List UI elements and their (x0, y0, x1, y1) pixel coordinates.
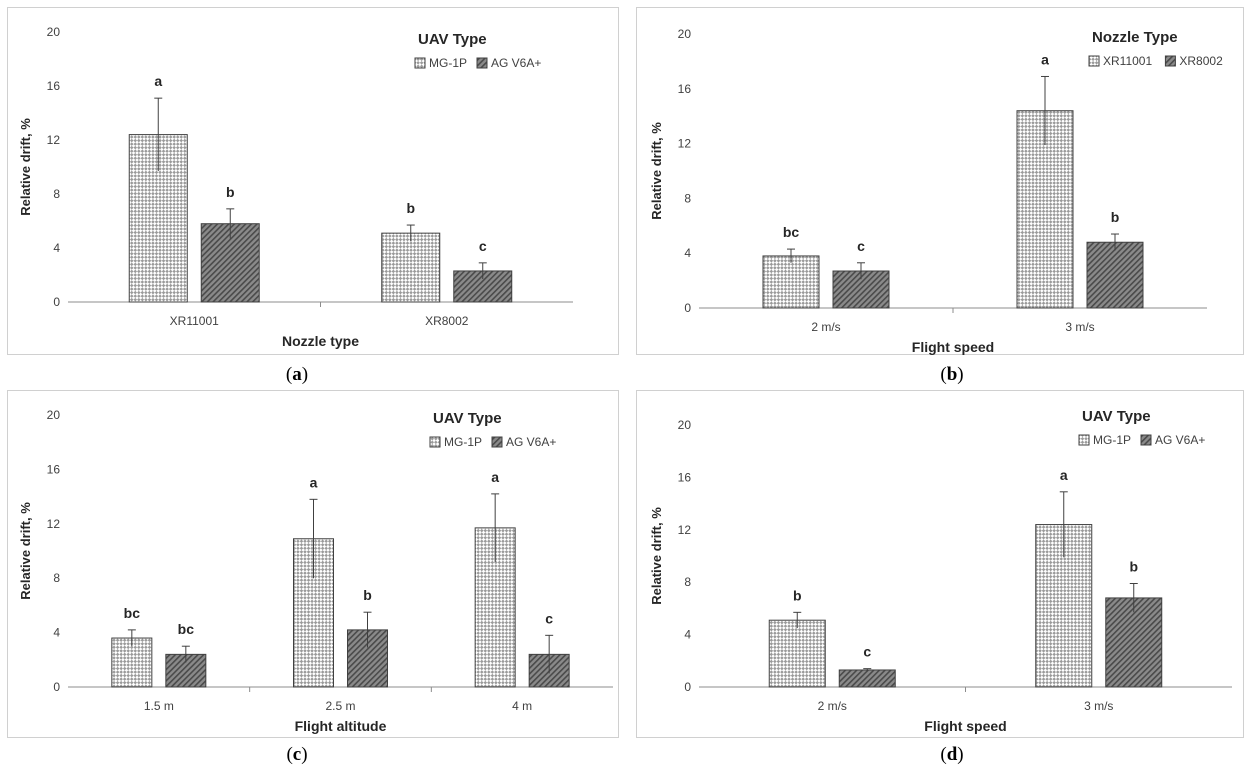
x-tick-label: 2.5 m (325, 699, 355, 713)
y-tick-label: 20 (678, 27, 692, 41)
legend-swatch (1140, 434, 1152, 446)
y-axis-title: Relative drift, % (18, 118, 33, 216)
y-tick-label: 0 (53, 295, 60, 309)
significance-letter: b (1129, 559, 1138, 575)
significance-letter: bc (178, 621, 195, 637)
bar-ag-v6a- (838, 669, 896, 688)
y-tick-label: 16 (47, 79, 61, 93)
chart-b: 0 4 8 12 16 20 Relative drift, % 2 m/s bc c 3 m/s a… (649, 27, 1223, 355)
y-tick-label: 0 (684, 680, 691, 694)
significance-letter: b (226, 184, 235, 200)
legend-label: MG-1P (1093, 433, 1131, 447)
bar-xr11001 (762, 255, 820, 309)
bar-ag-v6a- (1105, 597, 1163, 688)
significance-letter: a (154, 73, 162, 89)
y-tick-label: 12 (678, 523, 692, 537)
significance-letter: bc (124, 605, 141, 621)
y-axis-title: Relative drift, % (18, 502, 33, 600)
y-axis-title: Relative drift, % (649, 507, 664, 605)
x-axis-title: Nozzle type (282, 333, 359, 349)
bar-mg-1p (111, 637, 153, 688)
legend-title: UAV Type (433, 410, 502, 427)
legend-label: MG-1P (444, 435, 482, 449)
legend-label: MG-1P (429, 56, 467, 70)
legend-swatch (429, 436, 441, 448)
x-tick-label: XR8002 (425, 314, 469, 328)
x-tick-label: 2 m/s (811, 320, 840, 334)
legend-label: XR8002 (1179, 54, 1223, 68)
y-tick-label: 16 (678, 470, 692, 484)
y-tick-label: 12 (47, 517, 61, 531)
x-tick-label: XR11001 (170, 314, 219, 328)
legend-title: UAV Type (1082, 408, 1151, 425)
significance-letter: a (1060, 467, 1068, 483)
legend-swatch (476, 57, 488, 69)
legend-label: AG V6A+ (491, 56, 541, 70)
legend-label: AG V6A+ (506, 435, 556, 449)
chart-d: 0 4 8 12 16 20 Relative drift, % 2 m/s b c 3 m/s a b… (649, 408, 1232, 734)
x-tick-label: 3 m/s (1084, 699, 1113, 713)
caption-a: (a) (285, 364, 309, 385)
y-tick-label: 4 (684, 246, 691, 260)
x-axis-title: Flight speed (924, 718, 1006, 734)
y-tick-label: 16 (47, 462, 61, 476)
y-tick-label: 8 (53, 571, 60, 585)
y-tick-label: 20 (47, 25, 61, 39)
y-axis-title: Relative drift, % (649, 122, 664, 220)
legend-swatch (1078, 434, 1090, 446)
y-tick-label: 12 (678, 137, 692, 151)
significance-letter: a (491, 469, 499, 485)
significance-letter: c (857, 238, 865, 254)
x-tick-label: 2 m/s (818, 699, 847, 713)
caption-b: (b) (940, 364, 964, 385)
legend-label: AG V6A+ (1155, 433, 1205, 447)
legend-swatch (1088, 55, 1100, 67)
x-tick-label: 3 m/s (1065, 320, 1094, 334)
y-tick-label: 0 (53, 680, 60, 694)
significance-letter: b (793, 587, 802, 603)
legend-label: XR11001 (1103, 54, 1152, 68)
y-tick-label: 4 (53, 626, 60, 640)
chart-panel-c: 0 4 8 12 16 20 Relative drift, % 1.5 m bc bc 2.5 m… (7, 390, 619, 738)
significance-letter: c (545, 610, 553, 626)
chart-a: 0 4 8 12 16 20 Relative drift, % XR11001 a b XR800… (18, 25, 573, 349)
y-tick-label: 4 (53, 241, 60, 255)
y-tick-label: 20 (678, 418, 692, 432)
significance-letter: c (479, 238, 487, 254)
legend-title: Nozzle Type (1092, 29, 1178, 46)
chart-panel-b: 0 4 8 12 16 20 Relative drift, % 2 m/s bc c 3 m/s a… (636, 7, 1244, 355)
y-tick-label: 0 (684, 301, 691, 315)
y-tick-label: 8 (684, 191, 691, 205)
y-tick-label: 20 (47, 408, 61, 422)
y-tick-label: 8 (53, 187, 60, 201)
bar-mg-1p (768, 619, 826, 688)
significance-letter: b (406, 200, 415, 216)
legend-swatch (414, 57, 426, 69)
significance-letter: c (863, 644, 871, 660)
y-tick-label: 8 (684, 575, 691, 589)
chart-panel-d: 0 4 8 12 16 20 Relative drift, % 2 m/s b c 3 m/s a b… (636, 390, 1244, 738)
caption-d: (d) (940, 744, 964, 765)
legend-swatch (491, 436, 503, 448)
significance-letter: b (363, 587, 372, 603)
significance-letter: a (310, 474, 318, 490)
x-tick-label: 4 m (512, 699, 532, 713)
x-axis-title: Flight speed (912, 339, 994, 355)
y-tick-label: 16 (678, 82, 692, 96)
y-tick-label: 4 (684, 628, 691, 642)
caption-c: (c) (286, 744, 308, 765)
legend-swatch (1164, 55, 1176, 67)
bar-mg-1p (381, 232, 441, 303)
significance-letter: b (1111, 209, 1120, 225)
legend-title: UAV Type (418, 31, 487, 48)
bar-xr8002 (1086, 241, 1144, 309)
x-tick-label: 1.5 m (144, 699, 174, 713)
significance-letter: a (1041, 51, 1049, 67)
y-tick-label: 12 (47, 133, 61, 147)
significance-letter: bc (783, 224, 800, 240)
chart-panel-a: 0 4 8 12 16 20 Relative drift, % XR11001 a b XR800… (7, 7, 619, 355)
x-axis-title: Flight altitude (295, 718, 387, 734)
